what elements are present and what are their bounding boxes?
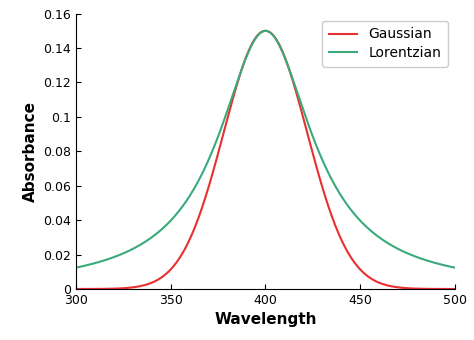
- Lorentzian: [92, 261, 98, 265]
- Gaussian: [257, 31, 263, 35]
- Lorentzian: [441, 263, 447, 267]
- Gaussian: [441, 287, 447, 291]
- X-axis label: Wavelength: Wavelength: [214, 312, 317, 327]
- Lorentzian: [257, 31, 263, 35]
- Lorentzian: [441, 263, 447, 267]
- Lorentzian: [73, 266, 79, 270]
- Lorentzian: [247, 46, 253, 50]
- Line: Gaussian: Gaussian: [76, 31, 455, 289]
- Lorentzian: [372, 232, 377, 236]
- Gaussian: [452, 287, 458, 291]
- Y-axis label: Absorbance: Absorbance: [22, 101, 37, 202]
- Gaussian: [263, 29, 268, 33]
- Gaussian: [92, 287, 98, 291]
- Line: Lorentzian: Lorentzian: [76, 31, 455, 268]
- Gaussian: [372, 278, 377, 283]
- Legend: Gaussian, Lorentzian: Gaussian, Lorentzian: [322, 20, 448, 67]
- Gaussian: [441, 287, 447, 291]
- Lorentzian: [263, 29, 268, 33]
- Gaussian: [73, 287, 79, 291]
- Lorentzian: [452, 266, 458, 270]
- Gaussian: [247, 46, 253, 50]
